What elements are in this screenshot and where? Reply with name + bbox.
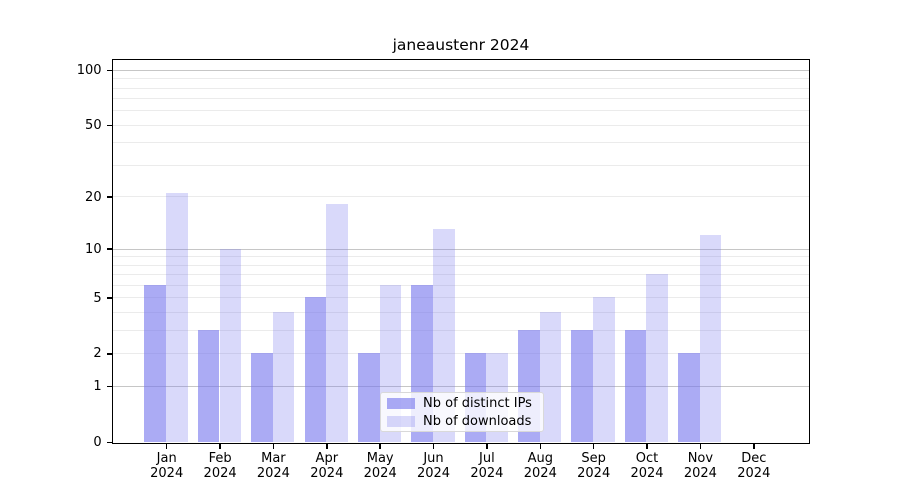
x-tick-mark-jan [165,444,168,449]
x-tick-mark-may [379,444,381,449]
x-tick-label-mar: Mar 2024 [256,451,290,482]
gridline-100 [113,69,809,71]
bar-downloads-apr [326,204,348,442]
y-tick-mark-100 [107,69,113,72]
x-tick-label-sep: Sep 2024 [577,451,611,482]
legend-label-ips: Nb of distinct IPs [423,395,532,411]
x-tick-label-may: May 2024 [363,451,397,482]
x-tick-mark-jun [432,444,435,449]
bar-ips-may [357,353,380,442]
bar-downloads-jun [432,229,455,442]
x-tick-mark-jul [486,444,488,449]
gridline-20 [113,196,809,198]
x-tick-label-aug: Aug 2024 [523,451,557,482]
legend-swatch-ips [387,397,415,409]
plot-inner [113,60,809,443]
x-tick-mark-feb [219,444,221,449]
x-tick-mark-aug [539,444,541,449]
x-tick-label-apr: Apr 2024 [310,451,344,482]
gridline-9 [113,256,809,258]
bar-ips-feb [197,330,220,442]
legend-item-downloads: Nb of downloads [387,414,537,429]
gridline-90 [113,78,809,80]
x-tick-mark-apr [326,444,328,449]
gridline-10 [113,248,809,250]
gridline-70 [113,98,809,100]
x-tick-mark-nov [699,444,702,449]
bar-downloads-jan [166,192,188,442]
gridline-6 [113,284,809,286]
y-tick-label-10: 10 [85,241,102,257]
y-tick-label-20: 20 [85,189,102,205]
bar-downloads-feb [219,248,242,442]
y-tick-mark-50 [107,124,113,127]
y-tick-label-0: 0 [93,434,102,450]
gridline-40 [113,142,809,144]
bar-ips-nov [678,353,700,442]
bar-downloads-oct [646,274,669,442]
y-tick-mark-2 [107,353,113,355]
x-tick-label-jul: Jul 2024 [470,451,504,482]
legend-swatch-downloads [387,415,415,427]
x-tick-mark-oct [646,444,648,449]
gridline-5 [113,297,809,299]
x-tick-mark-sep [592,444,595,449]
bar-ips-oct [624,330,647,442]
y-tick-label-100: 100 [76,62,102,78]
legend-label-downloads: Nb of downloads [423,413,532,429]
bar-downloads-sep [593,297,615,442]
y-tick-mark-10 [107,248,113,250]
bar-ips-apr [304,297,327,442]
gridline-2 [113,353,809,355]
legend: Nb of distinct IPs Nb of downloads [380,392,544,432]
x-tick-label-jan: Jan 2024 [150,451,184,482]
bar-ips-mar [251,353,273,442]
gridline-4 [113,312,809,314]
bar-downloads-mar [272,312,295,442]
bar-ips-sep [571,330,594,442]
y-tick-mark-1 [107,385,113,388]
x-tick-label-nov: Nov 2024 [683,451,717,482]
x-tick-mark-dec [753,444,755,449]
x-tick-label-oct: Oct 2024 [630,451,664,482]
y-tick-label-50: 50 [85,117,102,133]
gridline-1 [113,385,809,387]
y-tick-mark-20 [107,196,113,198]
y-tick-label-1: 1 [93,379,102,394]
y-tick-mark-5 [107,297,113,299]
y-tick-label-2: 2 [93,346,102,362]
y-tick-mark-0 [107,441,113,444]
gridline-3 [113,330,809,331]
legend-item-distinct-ips: Nb of distinct IPs [387,396,537,411]
bar-downloads-nov [699,235,722,442]
x-tick-label-dec: Dec 2024 [737,451,771,482]
gridline-50 [113,124,809,126]
x-tick-label-feb: Feb 2024 [203,451,237,482]
gridline-8 [113,264,809,266]
bar-ips-jan [144,284,167,442]
chart-title: janeaustenr 2024 [392,36,530,54]
gridline-30 [113,165,809,166]
y-tick-label-5: 5 [93,290,102,306]
bar-downloads-aug [539,312,562,442]
gridline-60 [113,110,809,112]
gridline-7 [113,274,809,276]
x-tick-label-jun: Jun 2024 [416,451,451,482]
x-tick-mark-mar [272,444,275,449]
gridline-80 [113,87,809,89]
plot-area [112,59,810,444]
